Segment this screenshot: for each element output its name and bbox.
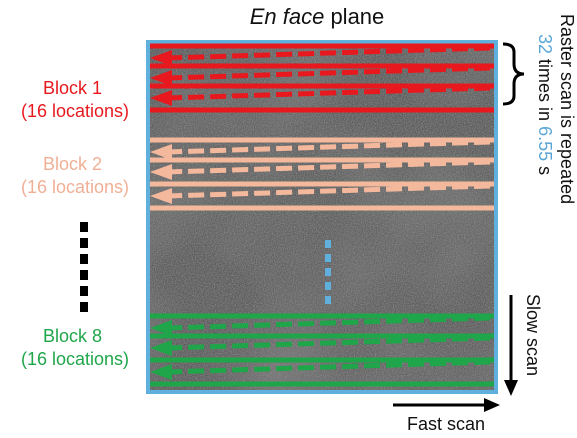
repeat-duration: 6.55 bbox=[535, 126, 555, 161]
block-8-return-line bbox=[167, 359, 491, 375]
block-2-return-arrowhead bbox=[150, 164, 172, 180]
fast-scan-label: Fast scan bbox=[407, 414, 485, 434]
repeat-mid: times in bbox=[535, 54, 555, 126]
slow-scan-label: Slow scan bbox=[523, 294, 543, 376]
en-face-image bbox=[148, 42, 496, 392]
block-2-return-line bbox=[167, 159, 491, 175]
block-8-return-arrowhead bbox=[150, 340, 172, 356]
block-2-scan-lines bbox=[150, 137, 494, 211]
block-2-return-line bbox=[167, 139, 491, 155]
repeat-unit: s bbox=[535, 161, 555, 175]
block-2-return-line bbox=[167, 183, 491, 199]
block-8-return-arrowhead bbox=[150, 364, 172, 380]
block-8-return-line bbox=[167, 335, 491, 351]
title-rest: plane bbox=[324, 4, 384, 29]
block-1-return-arrowhead bbox=[150, 70, 172, 86]
block-8-scan-lines bbox=[150, 313, 494, 387]
block-1-return-arrowhead bbox=[150, 90, 172, 106]
title-italic: En face bbox=[250, 4, 325, 29]
repeat-count: 32 bbox=[535, 34, 555, 54]
repeat-brace bbox=[502, 42, 525, 106]
fast-scan-arrow bbox=[393, 398, 500, 412]
block-1-detail: (16 locations) bbox=[21, 101, 129, 121]
slow-scan-arrow bbox=[504, 295, 518, 396]
block-8-label: Block 8 (16 locations) bbox=[21, 326, 129, 369]
image-frame bbox=[146, 40, 498, 394]
repeat-note-line1: Raster scan is repeated bbox=[557, 14, 577, 204]
block-8-detail: (16 locations) bbox=[21, 349, 129, 369]
repeat-note: Raster scan is repeated 32 times in 6.55… bbox=[535, 14, 577, 209]
diagram-title: En face plane bbox=[250, 4, 385, 29]
block-1-return-line bbox=[167, 45, 491, 61]
block-2-return-arrowhead bbox=[150, 144, 172, 160]
block-2-name: Block 2 bbox=[43, 154, 102, 174]
block-8-return-arrowhead bbox=[150, 320, 172, 336]
block-1-return-arrowhead bbox=[150, 50, 172, 66]
block-2-label: Block 2 (16 locations) bbox=[21, 154, 129, 197]
block-1-scan-lines bbox=[150, 43, 494, 113]
ellipsis-dots bbox=[80, 222, 88, 312]
block-1-name: Block 1 bbox=[43, 78, 102, 98]
block-2-detail: (16 locations) bbox=[21, 177, 129, 197]
block-8-name: Block 8 bbox=[43, 326, 102, 346]
block-2-return-arrowhead bbox=[150, 188, 172, 204]
block-8-return-line bbox=[167, 315, 491, 331]
block-1-return-line bbox=[167, 65, 491, 81]
block-1-return-line bbox=[167, 85, 491, 101]
block-1-label: Block 1 (16 locations) bbox=[21, 78, 129, 121]
